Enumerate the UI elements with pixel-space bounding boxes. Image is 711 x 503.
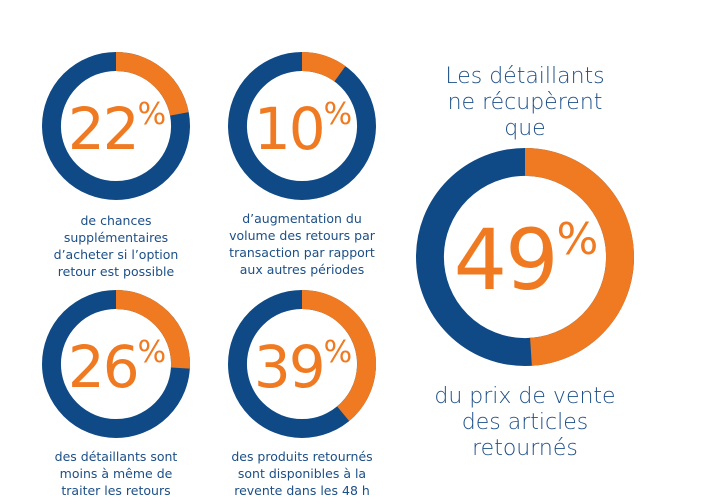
donut-value-segment bbox=[115, 52, 189, 117]
percent-number: 10 bbox=[253, 95, 326, 163]
donut-value-segment bbox=[115, 290, 190, 369]
stat-49: 49% bbox=[416, 148, 634, 366]
stat-39: 39% des produits retournés sont disponib… bbox=[228, 290, 376, 503]
caption-line: supplémentaires bbox=[63, 230, 169, 245]
caption-line: des détaillants sont bbox=[54, 449, 178, 464]
caption-line: volume des retours par bbox=[229, 228, 375, 243]
stat-caption: de chances supplémentaires d’acheter si … bbox=[36, 212, 196, 280]
percent-sign: % bbox=[323, 97, 352, 132]
caption-line: traiter les retours bbox=[61, 483, 171, 498]
caption-line: retour est possible bbox=[57, 264, 175, 279]
caption-line: de chances bbox=[80, 213, 152, 228]
percent-sign: % bbox=[323, 335, 352, 370]
percent-sign: % bbox=[137, 335, 166, 370]
footline-line: du prix de vente bbox=[434, 384, 616, 409]
caption-line: revente dans les 48 h bbox=[234, 483, 370, 498]
stat-caption: d’augmentation du volume des retours par… bbox=[214, 210, 390, 278]
donut-chart bbox=[228, 290, 376, 438]
headline-line: que bbox=[504, 116, 546, 141]
caption-line: d’acheter si l’option bbox=[53, 247, 179, 262]
percent-value: 10% bbox=[228, 97, 376, 159]
headline: Les détaillants ne récupèrent que bbox=[405, 64, 645, 142]
stat-caption: des détaillants sont moins à même de tra… bbox=[36, 448, 196, 499]
percent-number: 39 bbox=[253, 333, 326, 401]
percent-value: 49% bbox=[416, 214, 634, 303]
percent-sign: % bbox=[556, 214, 599, 265]
percent-number: 22 bbox=[67, 95, 140, 163]
stat-caption: des produits retournés sont disponibles … bbox=[214, 448, 390, 499]
footline-line: retournés bbox=[472, 436, 578, 461]
percent-sign: % bbox=[137, 97, 166, 132]
caption-line: sont disponibles à la bbox=[237, 466, 367, 481]
headline-line: ne récupèrent bbox=[447, 90, 603, 115]
caption-line: aux autres périodes bbox=[239, 262, 365, 277]
donut-chart bbox=[228, 52, 376, 200]
caption-line: transaction par rapport bbox=[229, 245, 375, 260]
stat-26: 26% des détaillants sont moins à même de… bbox=[42, 290, 190, 503]
donut-value-segment bbox=[301, 290, 376, 422]
donut-value-segment bbox=[524, 148, 634, 366]
stat-22: 22% de chances supplémentaires d’acheter… bbox=[42, 52, 190, 282]
headline-line: Les détaillants bbox=[445, 64, 605, 89]
donut-value-segment bbox=[301, 52, 346, 82]
percent-value: 26% bbox=[42, 335, 190, 397]
footline-line: des articles bbox=[461, 410, 589, 435]
footline: du prix de vente des articles retournés bbox=[405, 384, 645, 462]
percent-value: 39% bbox=[228, 335, 376, 397]
caption-line: des produits retournés bbox=[231, 449, 373, 464]
caption-line: d’augmentation du bbox=[242, 211, 362, 226]
percent-number: 49 bbox=[453, 211, 559, 309]
donut-chart bbox=[42, 290, 190, 438]
percent-value: 22% bbox=[42, 97, 190, 159]
percent-number: 26 bbox=[67, 333, 140, 401]
caption-line: moins à même de bbox=[59, 466, 173, 481]
stat-10: 10% d’augmentation du volume des retours… bbox=[228, 52, 376, 282]
donut-chart bbox=[416, 148, 634, 366]
donut-chart bbox=[42, 52, 190, 200]
